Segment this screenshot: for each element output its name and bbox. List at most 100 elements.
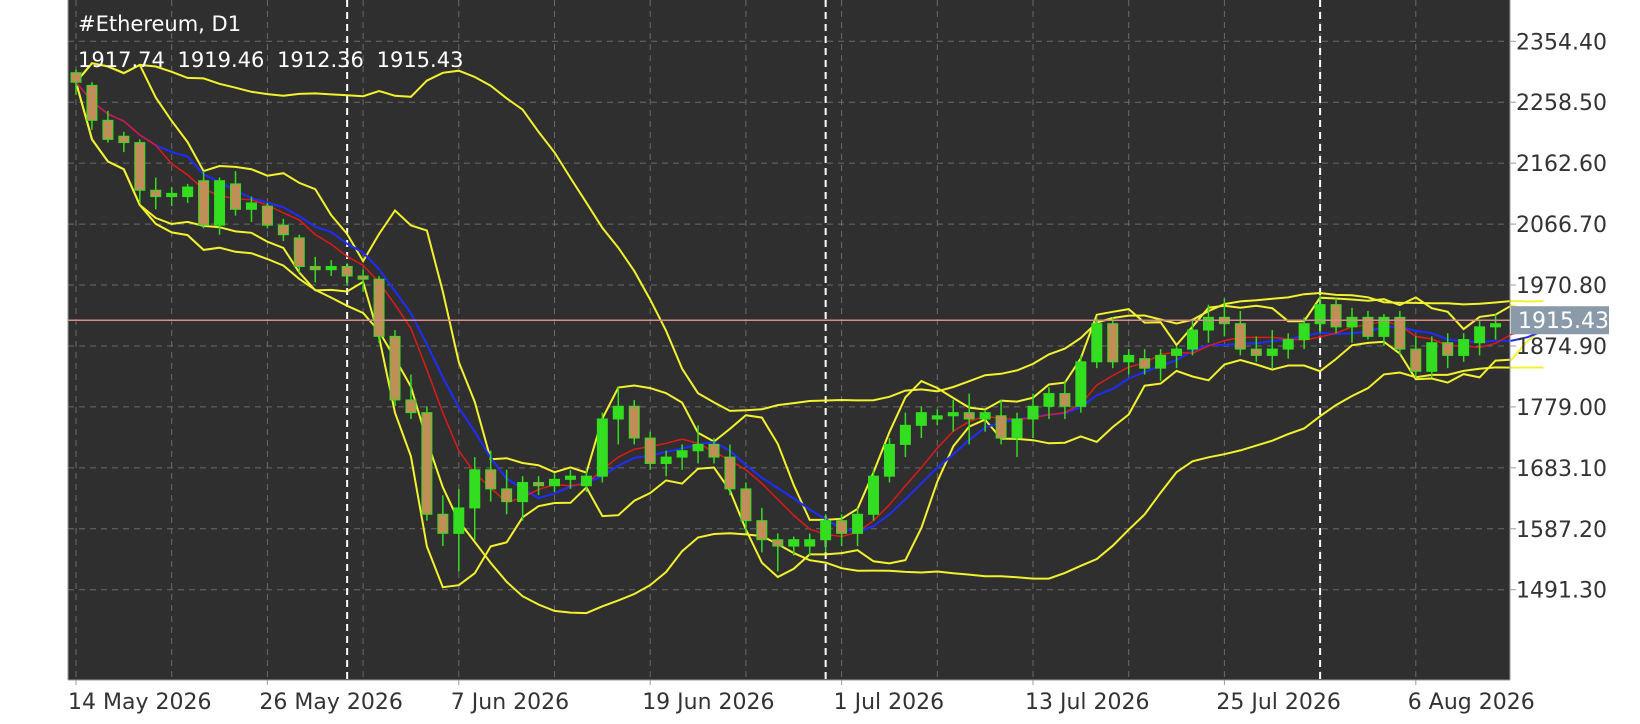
x-tick-label: 6 Aug 2026 xyxy=(1408,690,1535,715)
candle-body-down xyxy=(708,443,720,458)
candle-body-up xyxy=(868,475,879,515)
y-tick-label: 1970.80 xyxy=(1516,274,1607,299)
candle-body-up xyxy=(182,186,194,198)
candle-body-up xyxy=(469,469,481,509)
candle-body-up xyxy=(517,482,529,503)
y-tick-label: 2258.50 xyxy=(1516,91,1607,116)
candle-body-down xyxy=(1394,316,1406,350)
candle-body-down xyxy=(309,265,321,271)
y-tick-label: 2162.60 xyxy=(1516,152,1607,177)
candle-body-down xyxy=(389,335,401,401)
candle-body-up xyxy=(166,192,178,198)
candle-body-down xyxy=(373,278,385,337)
candle-body-up xyxy=(245,202,257,210)
candle-body-down xyxy=(150,189,162,198)
candle-body-down xyxy=(836,520,848,534)
candle-body-down xyxy=(230,183,241,210)
plot-area xyxy=(68,0,1510,680)
candle-body-up xyxy=(804,539,816,547)
candle-body-down xyxy=(628,405,640,439)
candle-body-up xyxy=(1011,418,1023,439)
candle-body-down xyxy=(995,415,1007,439)
y-tick-label: 2354.40 xyxy=(1516,30,1607,55)
candle-body-up xyxy=(915,412,927,426)
candle-body-down xyxy=(1107,323,1119,363)
candle-body-up xyxy=(676,450,688,458)
candle-body-down xyxy=(963,412,975,420)
candle-body-up xyxy=(1155,354,1167,369)
bollinger-upper-line xyxy=(75,62,1544,412)
candle-body-up xyxy=(979,412,991,420)
candle-body-down xyxy=(1059,393,1071,407)
candle-body-down xyxy=(485,469,497,490)
candle-body-up xyxy=(549,478,560,487)
envelope-upper-line xyxy=(75,62,1544,521)
candle-body-up xyxy=(820,520,832,541)
candle-body-up xyxy=(325,265,337,271)
x-tick-label: 25 Jul 2026 xyxy=(1216,690,1341,715)
candle-body-down xyxy=(118,135,130,144)
candle-body-up xyxy=(1123,354,1135,363)
candle-body-down xyxy=(1362,316,1374,337)
candle-body-up xyxy=(1298,323,1310,341)
candle-body-up xyxy=(1091,323,1103,363)
candle-body-up xyxy=(564,475,576,480)
candle-body-up xyxy=(580,475,592,487)
candle-body-up xyxy=(453,507,465,534)
candle-body-down xyxy=(772,539,784,547)
current-price-badge xyxy=(1511,306,1609,335)
candle-body-up xyxy=(1266,348,1278,356)
candle-body-up xyxy=(1202,316,1214,331)
candle-body-up xyxy=(947,412,959,417)
candle-body-down xyxy=(1234,323,1246,350)
candle-body-down xyxy=(1330,304,1342,328)
candle-body-down xyxy=(341,265,353,277)
candle-body-down xyxy=(405,399,417,414)
candle-body-down xyxy=(70,72,82,83)
ohlc-low: 1912.36 xyxy=(277,48,364,72)
candle-body-up xyxy=(214,180,226,226)
ohlc-readout: 1917.74 1919.46 1912.36 1915.43 xyxy=(78,48,469,72)
candle-body-down xyxy=(293,237,305,267)
y-tick-label: 1491.30 xyxy=(1516,579,1607,604)
candle-body-down xyxy=(533,482,545,487)
candle-body-up xyxy=(692,443,704,452)
candle-body-up xyxy=(1027,405,1039,420)
y-axis: 2354.40 2258.50 2162.60 2066.70 1970.80 1874.… xyxy=(1510,30,1607,604)
candle-body-down xyxy=(724,456,736,490)
candle-body-up xyxy=(1474,326,1486,344)
candle-body-up xyxy=(1458,339,1470,356)
candle-body-up xyxy=(1075,361,1087,407)
candle-body-down xyxy=(1410,348,1422,372)
candle-body-up xyxy=(1346,316,1358,328)
candle-body-down xyxy=(198,180,210,226)
y-tick-label: 2066.70 xyxy=(1516,213,1607,238)
x-tick-label: 19 Jun 2026 xyxy=(642,690,774,715)
x-tick-label: 1 Jul 2026 xyxy=(834,690,945,715)
candle-body-up xyxy=(1282,339,1294,350)
period-separators xyxy=(346,0,1322,680)
candle-body-down xyxy=(261,205,273,226)
current-price-label: 1915.43 xyxy=(1511,306,1609,335)
candle-body-up xyxy=(788,539,800,547)
candle-body-down xyxy=(1250,348,1262,356)
candle-body-down xyxy=(756,520,768,541)
candle-body-up xyxy=(883,443,895,477)
candle-body-up xyxy=(1426,342,1438,372)
candle-body-up xyxy=(1043,393,1055,407)
candle-body-up xyxy=(899,424,911,445)
x-tick-label: 13 Jul 2026 xyxy=(1025,690,1150,715)
ohlc-close: 1915.43 xyxy=(376,48,464,72)
candle-body-down xyxy=(501,488,513,503)
current-price-value: 1915.43 xyxy=(1518,309,1609,334)
candle-body-up xyxy=(931,415,943,420)
candle-body-down xyxy=(134,142,146,191)
ohlc-high: 1919.46 xyxy=(177,48,265,72)
candle-body-down xyxy=(1139,358,1151,369)
candle-body-down xyxy=(357,275,369,280)
candle-body-up xyxy=(852,513,864,534)
candle-body-down xyxy=(421,412,433,515)
candle-body-up xyxy=(596,418,608,477)
